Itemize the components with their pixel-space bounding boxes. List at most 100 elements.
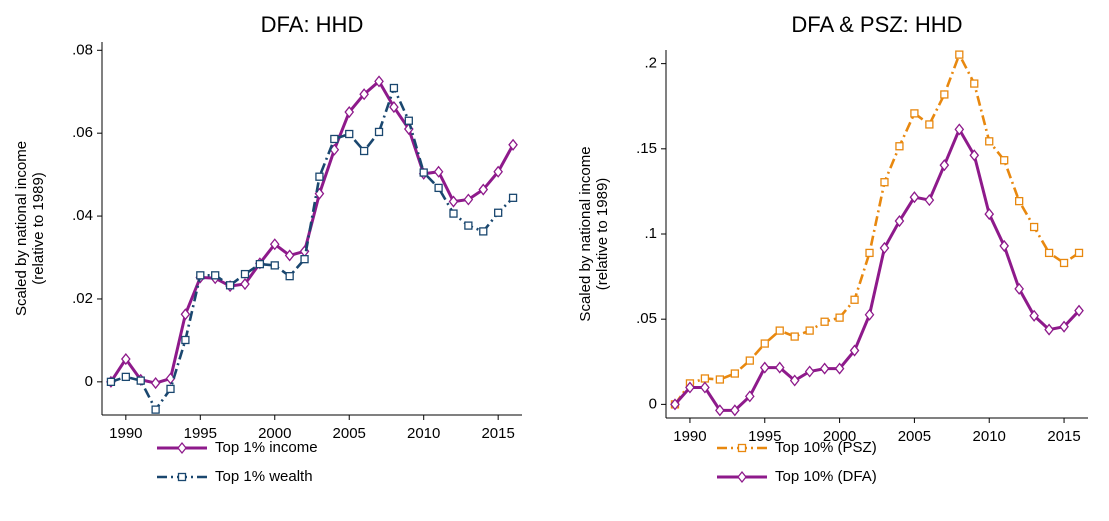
marker — [359, 146, 369, 156]
marker — [700, 381, 710, 394]
x-tick-label: 2010 — [407, 425, 440, 442]
x-tick-label: 2015 — [1047, 428, 1080, 445]
marker — [448, 195, 459, 208]
marker — [478, 183, 489, 196]
x-tick-label: 2000 — [258, 425, 291, 442]
marker — [835, 313, 844, 322]
marker — [850, 295, 859, 304]
marker — [954, 123, 965, 136]
marker — [745, 356, 754, 365]
marker — [240, 269, 250, 279]
marker — [999, 239, 1010, 252]
marker — [300, 255, 309, 264]
marker — [880, 178, 889, 187]
marker — [1059, 258, 1069, 268]
marker — [834, 362, 845, 375]
y-axis-label: (relative to 1989) — [594, 178, 611, 291]
marker — [804, 365, 815, 378]
marker — [774, 361, 785, 374]
marker — [744, 390, 755, 403]
marker — [759, 361, 770, 374]
marker — [1000, 156, 1009, 165]
chart-title: DFA: HHD — [261, 12, 364, 37]
marker — [1029, 309, 1039, 322]
marker — [970, 79, 979, 88]
marker — [270, 261, 279, 270]
marker — [389, 101, 399, 114]
marker — [269, 238, 280, 251]
marker — [494, 208, 503, 217]
marker — [508, 193, 518, 202]
marker — [1059, 320, 1069, 333]
marker — [136, 376, 145, 385]
marker — [225, 281, 235, 290]
marker — [865, 248, 874, 258]
marker — [180, 308, 191, 321]
y-tick-label: .02 — [72, 290, 93, 307]
legend-label: Top 10% (PSZ) — [775, 439, 877, 456]
marker — [879, 241, 890, 255]
marker — [685, 381, 695, 394]
marker — [330, 134, 339, 144]
marker — [805, 326, 814, 335]
marker — [419, 168, 428, 177]
marker — [479, 227, 488, 236]
series-line — [673, 126, 1081, 412]
marker — [1074, 304, 1084, 317]
marker — [1015, 196, 1024, 206]
y-tick-label: .15 — [636, 140, 657, 157]
marker — [177, 441, 187, 455]
marker — [715, 404, 725, 417]
x-tick-label: 2000 — [823, 428, 856, 445]
y-tick-label: .2 — [644, 55, 657, 72]
marker — [434, 183, 443, 193]
marker — [790, 332, 799, 341]
series-line — [109, 79, 515, 385]
x-tick-label: 1990 — [109, 425, 142, 442]
legend-label: Top 10% (DFA) — [775, 468, 877, 485]
marker — [715, 375, 725, 384]
marker — [1044, 323, 1054, 336]
marker — [925, 120, 934, 129]
marker — [508, 138, 518, 151]
marker — [285, 272, 294, 281]
marker — [939, 159, 950, 172]
y-tick-label: 0 — [649, 395, 657, 412]
x-tick-label: 1995 — [184, 425, 217, 442]
marker — [1044, 248, 1054, 258]
marker — [449, 209, 458, 218]
marker — [909, 191, 920, 204]
marker — [150, 377, 161, 390]
marker — [211, 271, 220, 280]
marker — [315, 172, 324, 181]
marker — [737, 443, 747, 453]
marker — [940, 90, 949, 99]
marker — [984, 208, 995, 221]
marker — [969, 149, 980, 162]
x-tick-label: 1995 — [748, 428, 781, 445]
marker — [493, 165, 504, 178]
marker — [181, 335, 190, 345]
marker — [730, 369, 739, 378]
marker — [284, 249, 295, 262]
y-axis-label: Scaled by national income — [13, 141, 30, 316]
marker — [955, 50, 964, 59]
y-axis-label: Scaled by national income — [577, 146, 594, 321]
marker — [165, 372, 176, 385]
legend-label: Top 1% income — [215, 439, 318, 456]
marker — [404, 116, 413, 125]
marker — [895, 142, 904, 151]
y-tick-label: .05 — [636, 310, 657, 327]
series-line — [673, 51, 1080, 406]
marker — [196, 271, 205, 280]
marker — [700, 374, 710, 383]
y-tick-label: .04 — [72, 207, 93, 224]
marker — [985, 137, 994, 146]
x-tick-label: 2005 — [333, 425, 366, 442]
marker — [120, 353, 131, 366]
marker — [670, 398, 680, 411]
marker — [433, 165, 444, 178]
marker — [864, 308, 875, 321]
marker — [374, 75, 384, 88]
